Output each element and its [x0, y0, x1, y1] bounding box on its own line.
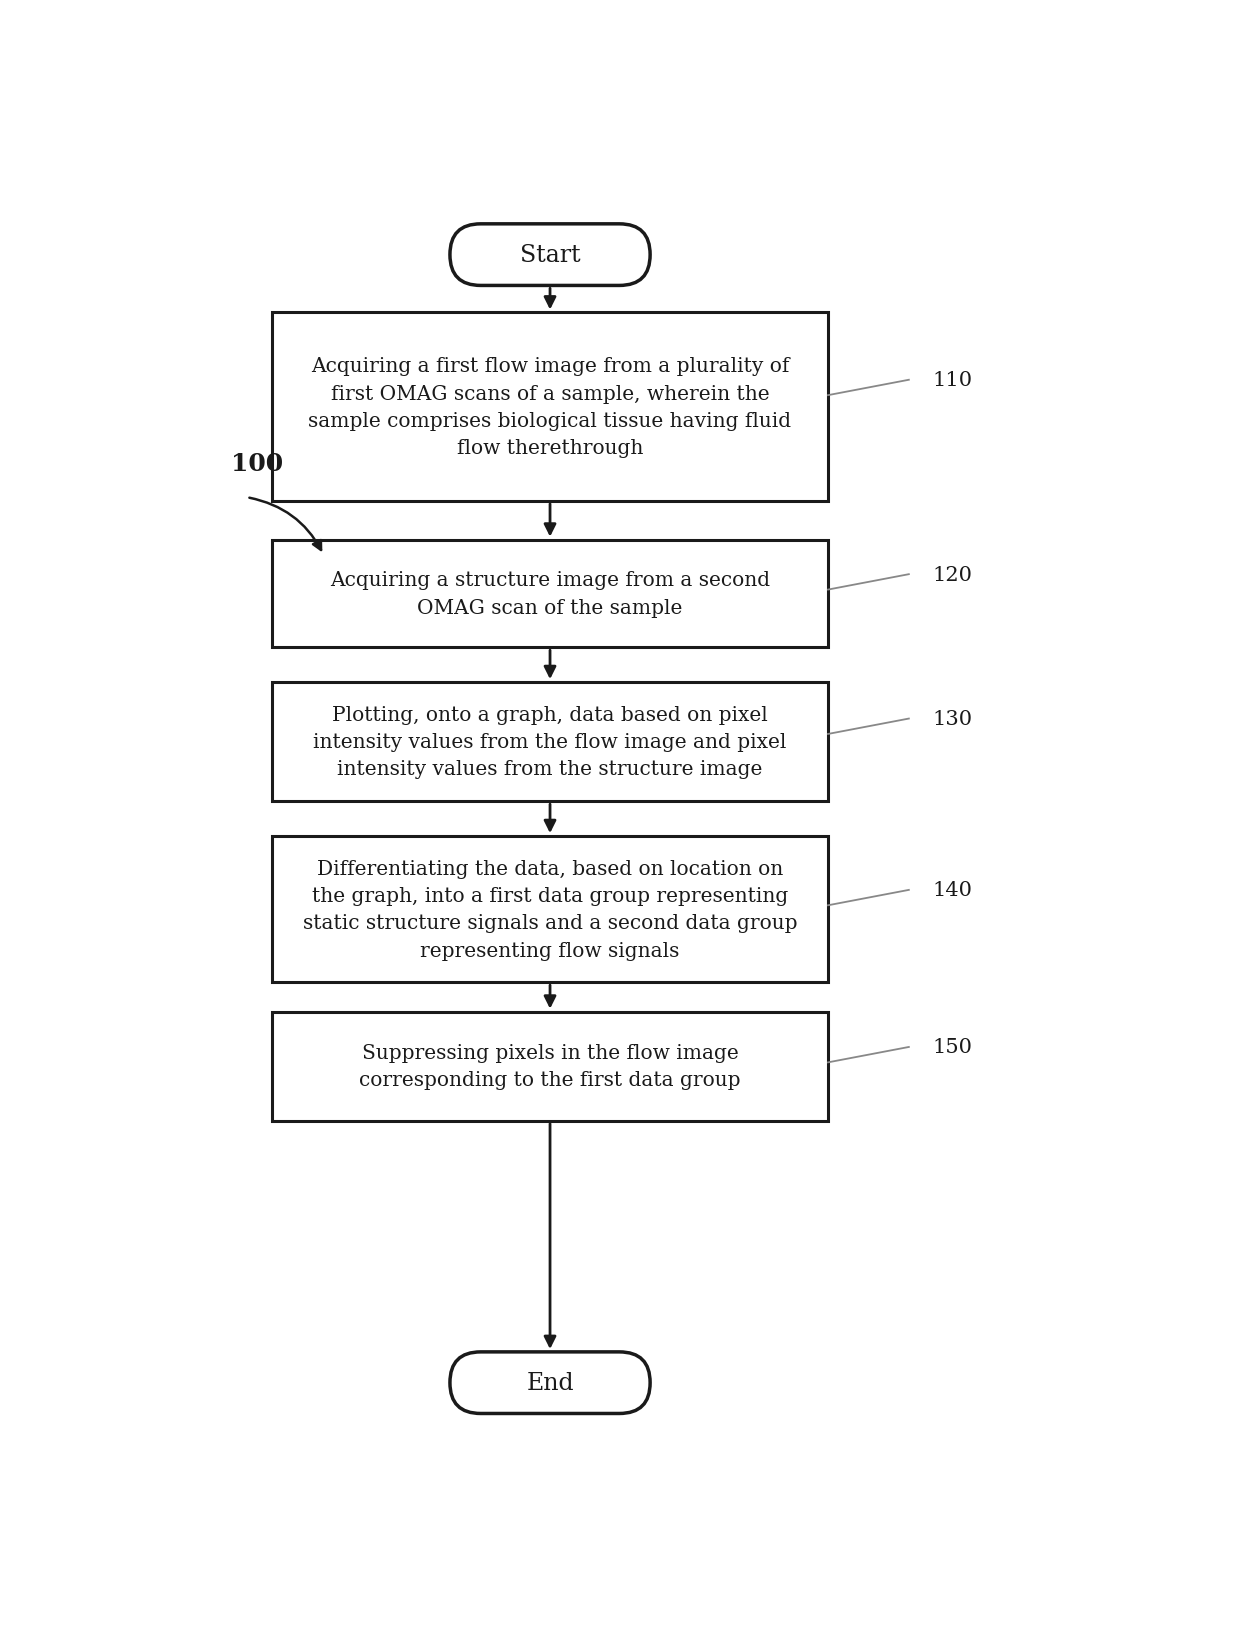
Bar: [272, 313, 828, 501]
Bar: [272, 541, 828, 648]
Text: Plotting, onto a graph, data based on pixel
intensity values from the flow image: Plotting, onto a graph, data based on pi…: [314, 705, 786, 780]
Text: End: End: [526, 1371, 574, 1394]
Text: 120: 120: [932, 565, 972, 585]
FancyBboxPatch shape: [450, 1351, 650, 1414]
Text: 110: 110: [932, 371, 972, 391]
Text: 140: 140: [932, 880, 972, 900]
Text: 150: 150: [932, 1038, 972, 1056]
Text: 100: 100: [231, 452, 284, 475]
Bar: [272, 837, 828, 982]
Bar: [272, 1012, 828, 1121]
Text: Differentiating the data, based on location on
the graph, into a first data grou: Differentiating the data, based on locat…: [303, 859, 797, 959]
Text: Start: Start: [520, 244, 580, 267]
Text: 130: 130: [932, 710, 972, 728]
FancyBboxPatch shape: [450, 224, 650, 287]
Text: Acquiring a structure image from a second
OMAG scan of the sample: Acquiring a structure image from a secon…: [330, 570, 770, 618]
Text: Acquiring a first flow image from a plurality of
first OMAG scans of a sample, w: Acquiring a first flow image from a plur…: [309, 358, 791, 458]
Bar: [272, 682, 828, 803]
Text: Suppressing pixels in the flow image
corresponding to the first data group: Suppressing pixels in the flow image cor…: [360, 1043, 740, 1089]
